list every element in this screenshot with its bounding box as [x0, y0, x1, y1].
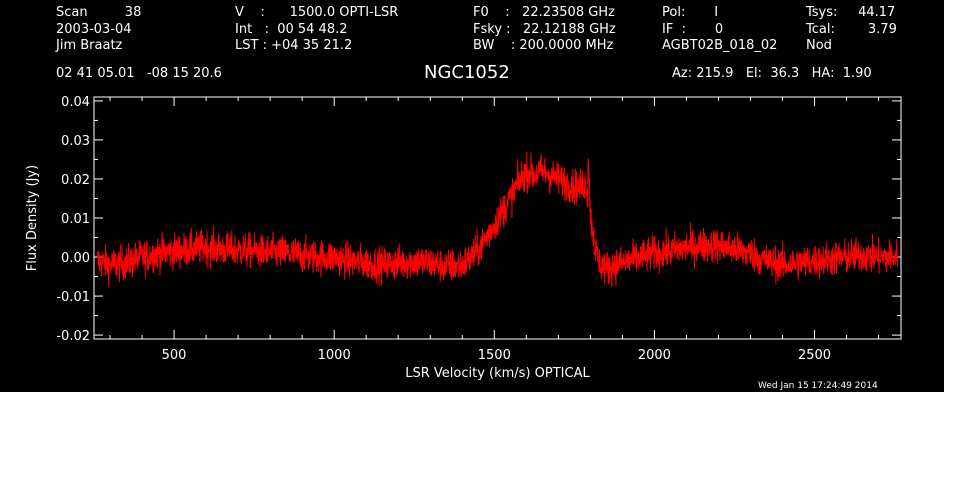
- y-tick-label: 0.04: [61, 95, 90, 110]
- velocity-text: V : 1500.0 OPTI-LSR: [235, 5, 399, 20]
- integration-text: Int : 00 54 48.2: [235, 22, 348, 37]
- rest-frequency-text: F0 : 22.23508 GHz: [473, 5, 615, 20]
- y-tick-label: 0.00: [61, 251, 90, 266]
- az-el-ha-text: Az: 215.9 El: 36.3 HA: 1.90: [672, 66, 872, 81]
- tcal-text: Tcal: 3.79: [806, 22, 897, 37]
- scan-text: Scan 38: [56, 5, 142, 20]
- timestamp-text: Wed Jan 15 17:24:49 2014: [758, 381, 878, 391]
- plot-frame: [93, 96, 902, 340]
- y-axis-label: Flux Density (Jy): [25, 165, 40, 271]
- observer-text: Jim Braatz: [56, 38, 123, 53]
- coordinates-text: 02 41 05.01 -08 15 20.6: [56, 66, 222, 81]
- polarization-text: Pol: I: [662, 5, 719, 20]
- procedure-text: Nod: [806, 38, 832, 53]
- if-text: IF : 0: [662, 22, 724, 37]
- date-text: 2003-03-04: [56, 22, 132, 37]
- x-tick-label: 500: [162, 348, 187, 363]
- spectrum-series-line: [96, 151, 899, 288]
- y-tick-label: -0.01: [56, 290, 90, 305]
- x-tick-label: 2500: [798, 348, 831, 363]
- project-text: AGBT02B_018_02: [662, 38, 778, 53]
- spectrum-panel: Scan 38 2003-03-04 Jim Braatz V : 1500.0…: [0, 0, 944, 392]
- x-tick-label: 1000: [318, 348, 351, 363]
- y-tick-label: 0.01: [61, 212, 90, 227]
- y-tick-label: 0.03: [61, 134, 90, 149]
- source-title: NGC1052: [424, 62, 510, 83]
- spectrum-chart: 500 1000 1500 2000 2500 -0.02 -0.01 0.00 0.01 0.0…: [25, 95, 902, 381]
- x-axis-label: LSR Velocity (km/s) OPTICAL: [405, 366, 590, 381]
- x-tick-label: 2000: [638, 348, 671, 363]
- tsys-text: Tsys: 44.17: [806, 5, 896, 20]
- x-tick-label: 1500: [478, 348, 511, 363]
- y-tick-label: 0.02: [61, 173, 90, 188]
- sky-frequency-text: Fsky : 22.12188 GHz: [473, 22, 616, 37]
- y-tick-label: -0.02: [56, 329, 90, 344]
- bandwidth-text: BW : 200.0000 MHz: [473, 38, 614, 53]
- lst-text: LST : +04 35 21.2: [235, 38, 353, 53]
